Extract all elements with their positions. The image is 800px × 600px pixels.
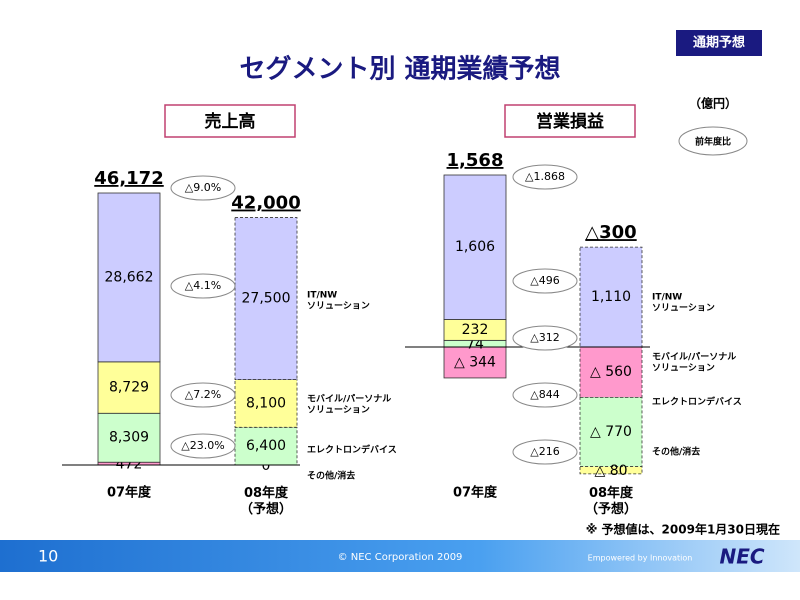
total-label: 42,000: [231, 193, 300, 214]
value-label: △ 560: [590, 364, 632, 380]
value-label: 27,500: [242, 291, 291, 307]
value-label: 1,606: [455, 239, 495, 255]
chart-title: 営業損益: [536, 111, 604, 132]
value-label: 8,729: [109, 380, 149, 396]
bar-segment: [234, 379, 298, 428]
badge: 通期予想: [693, 35, 745, 51]
change-label: △23.0%: [181, 439, 224, 452]
slide-title: セグメント別 通期業績予想: [239, 55, 560, 85]
total-label: △300: [585, 222, 636, 243]
change-label: △496: [530, 274, 559, 287]
total-label: 1,568: [447, 150, 504, 171]
value-label: 1,110: [591, 289, 631, 305]
value-label: 0: [262, 458, 271, 474]
legend-label: モバイル/パーソナルソリューション: [307, 392, 391, 415]
footnote: ※ 予想値は、2009年1月30日現在: [586, 522, 780, 537]
tagline: Empowered by Innovation: [588, 554, 693, 563]
change-oval: [512, 325, 578, 351]
value-label: △ 80: [594, 463, 627, 479]
change-label: △4.1%: [185, 279, 221, 292]
change-label: △312: [530, 331, 559, 344]
bar-segment: [97, 192, 161, 363]
legend-label: エレクトロンデバイス: [307, 444, 397, 456]
change-label: △216: [530, 445, 559, 458]
change-label: △1.868: [525, 170, 565, 183]
chart-title-box: [164, 104, 296, 138]
bar-segment: [443, 174, 507, 320]
change-oval: [170, 433, 236, 459]
change-label: △9.0%: [185, 181, 221, 194]
value-label: 6,400: [246, 438, 286, 454]
bar-segment: [443, 346, 507, 379]
category-label: 07年度: [453, 485, 498, 501]
change-oval: [512, 382, 578, 408]
logo: NEC: [719, 545, 764, 569]
bar-segment: [97, 412, 161, 463]
footer-bar: [0, 540, 800, 572]
value-label: 28,662: [105, 269, 154, 285]
total-label: 46,172: [94, 168, 163, 189]
change-oval: [512, 268, 578, 294]
chart-title: 売上高: [205, 111, 256, 132]
change-header: 前年度比: [695, 136, 731, 148]
legend-label: エレクトロンデバイス: [652, 396, 742, 408]
legend-label: IT/NW ソリューション: [307, 290, 370, 311]
category-label: 07年度: [107, 485, 152, 501]
bar-segment: [579, 466, 643, 475]
category-label: 08年度（予想）: [240, 484, 292, 516]
change-oval: [170, 175, 236, 201]
change-oval: [512, 439, 578, 465]
value-label: 232: [462, 322, 489, 338]
legend-label: その他/消去: [307, 470, 355, 482]
value-label: △ 344: [454, 354, 496, 370]
bar-segment: [234, 217, 298, 380]
change-header-oval: [678, 126, 748, 156]
bar-segment: [97, 361, 161, 414]
unit: （億円）: [689, 96, 737, 111]
value-label: 8,309: [109, 430, 149, 446]
change-label: △844: [530, 388, 559, 401]
legend-label: IT/NW ソリューション: [652, 292, 715, 313]
badge-box: [676, 30, 762, 56]
change-oval: [170, 382, 236, 408]
value-label: 8,100: [246, 395, 286, 411]
chart-title-box: [504, 104, 636, 138]
change-label: △7.2%: [185, 388, 221, 401]
copyright: © NEC Corporation 2009: [338, 552, 463, 563]
bar-segment: [234, 426, 298, 466]
change-oval: [170, 273, 236, 299]
value-label: △ 770: [590, 424, 632, 440]
change-oval: [512, 164, 578, 190]
bar-segment: [579, 246, 643, 348]
category-label: 08年度（予想）: [585, 484, 637, 516]
legend-label: その他/消去: [652, 446, 700, 458]
legend-label: モバイル/パーソナルソリューション: [652, 350, 736, 373]
page-number: 10: [38, 547, 58, 566]
